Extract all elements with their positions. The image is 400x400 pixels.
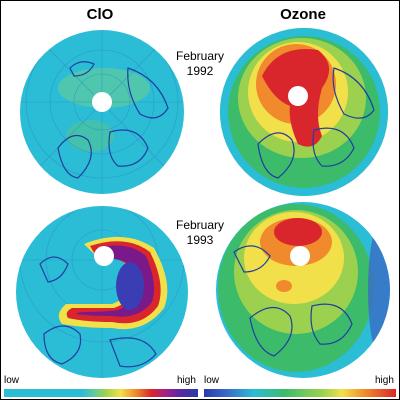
ozone-small-high-patch — [276, 280, 292, 292]
date-1992-month: February — [175, 49, 225, 63]
globe-ozone-1993 — [216, 202, 390, 378]
legend-left-colorbar — [4, 389, 198, 397]
legend-right-low: low — [204, 375, 220, 386]
pole-mask — [290, 246, 310, 266]
date-1993: February 1993 — [160, 218, 240, 248]
date-1992: February 1992 — [160, 49, 240, 79]
date-1993-month: February — [175, 218, 225, 232]
legend-right-high: high — [375, 375, 394, 386]
date-1992-year: 1992 — [186, 64, 214, 78]
ozone-high-region — [274, 218, 322, 246]
globe-ozone-1992 — [220, 28, 388, 196]
coastlines — [57, 61, 169, 179]
legend-left-high: high — [177, 375, 196, 386]
date-1993-year: 1993 — [186, 233, 214, 247]
pole-mask — [94, 246, 114, 266]
legend-left-low: low — [4, 375, 20, 386]
legend-right-colorbar — [204, 389, 396, 397]
pole-mask — [92, 92, 112, 112]
clo-column-title: ClO — [86, 6, 114, 23]
globe-clo-1993 — [16, 206, 188, 378]
globe-clo-1992 — [20, 30, 184, 194]
coastlines — [233, 245, 353, 357]
coastlines — [257, 67, 375, 179]
ozone-column-title: Ozone — [280, 6, 326, 23]
clo-core — [116, 262, 144, 310]
coastlines — [39, 256, 157, 368]
pole-mask — [288, 86, 308, 106]
